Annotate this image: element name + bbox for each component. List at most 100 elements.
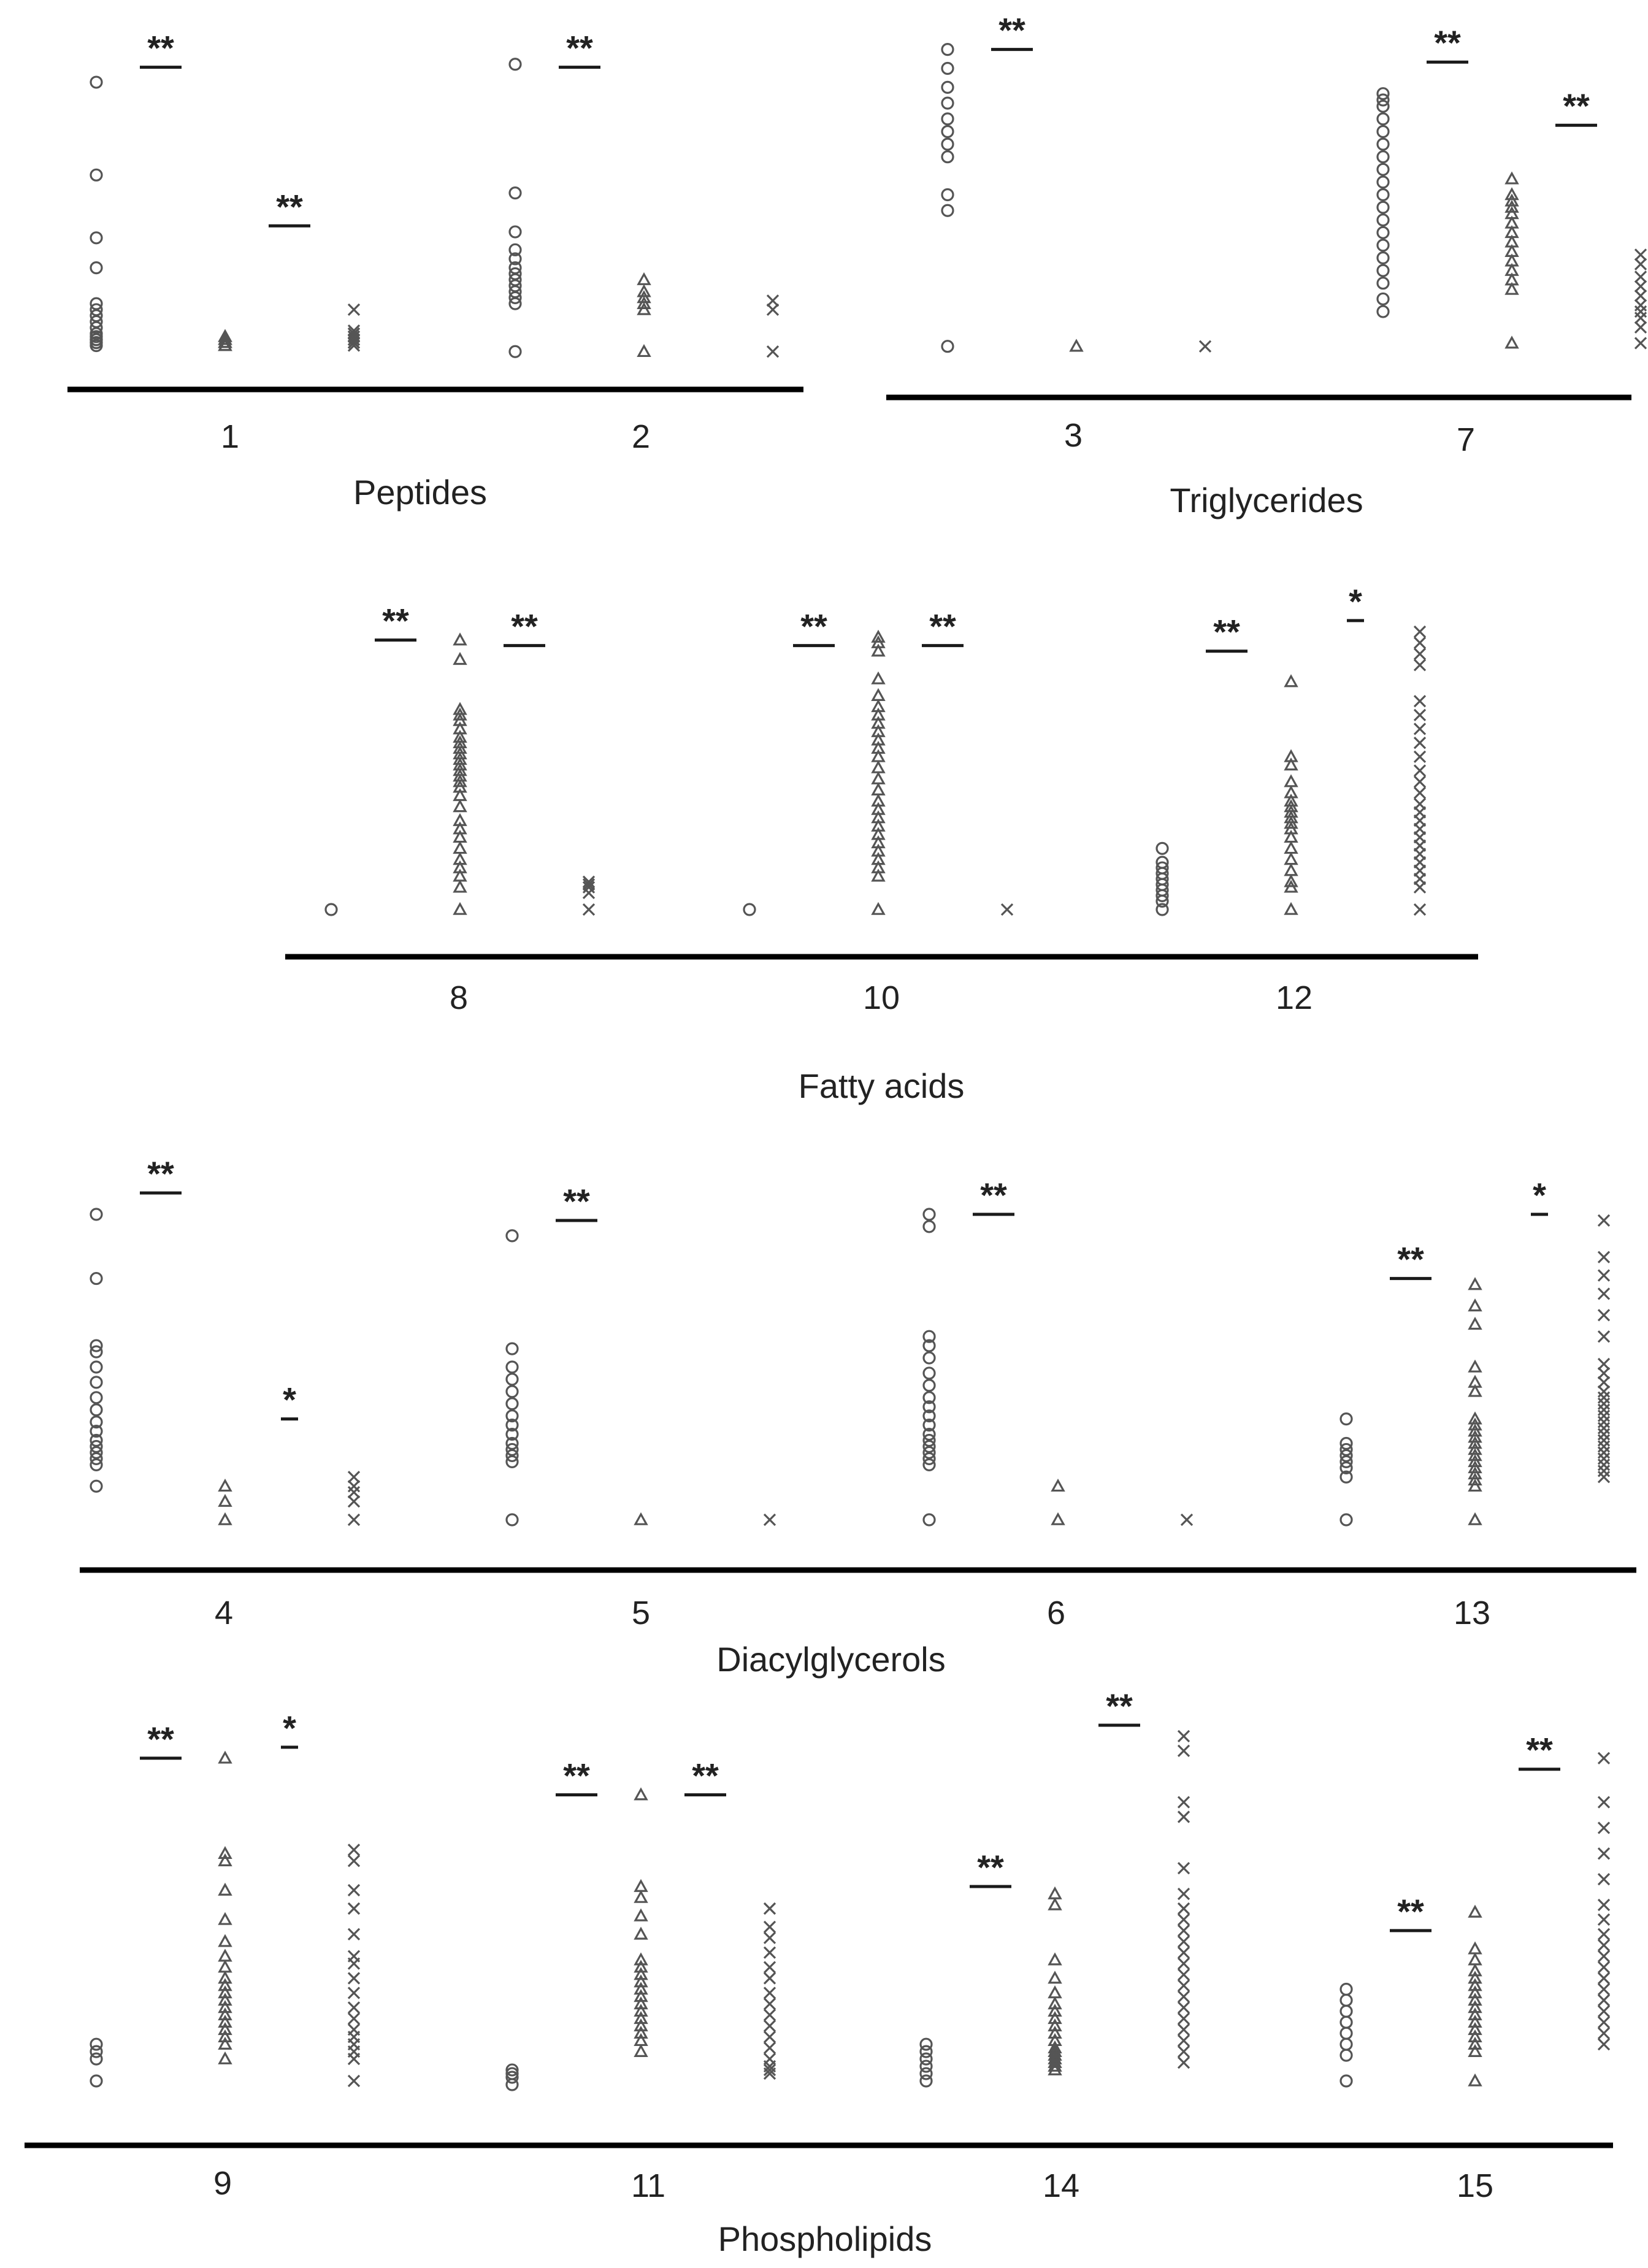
circle-point bbox=[90, 1424, 103, 1438]
triangle-point bbox=[871, 810, 886, 824]
circle-point bbox=[505, 1229, 519, 1243]
cross-point bbox=[347, 2001, 361, 2014]
significance-label: ** bbox=[147, 1720, 174, 1758]
category-label-12: 12 bbox=[1276, 979, 1313, 1016]
cross-point bbox=[1413, 722, 1427, 735]
significance-label: ** bbox=[566, 29, 593, 67]
cross-point bbox=[763, 2031, 776, 2044]
cross-point bbox=[1597, 1465, 1611, 1477]
circle-point bbox=[1376, 175, 1390, 189]
cross-point bbox=[763, 2009, 776, 2021]
cross-point bbox=[347, 1855, 361, 1868]
cross-point bbox=[347, 1972, 361, 1985]
circle-point bbox=[1376, 201, 1390, 214]
circle-point bbox=[941, 80, 954, 94]
cross-point bbox=[1597, 1214, 1611, 1227]
cross-point bbox=[1177, 1810, 1190, 1823]
circle-point bbox=[505, 1397, 519, 1411]
circle-point bbox=[922, 1439, 936, 1454]
triangle-point bbox=[453, 652, 467, 665]
circle-point bbox=[941, 204, 954, 217]
triangle-point bbox=[1504, 193, 1519, 207]
cross-point bbox=[1597, 1403, 1611, 1416]
circle-point bbox=[90, 1403, 103, 1417]
circle-point bbox=[1376, 188, 1390, 202]
cross-point bbox=[766, 303, 780, 316]
triangle-point bbox=[1284, 749, 1298, 762]
circle-point bbox=[1376, 163, 1390, 176]
triangle-point bbox=[1468, 1978, 1482, 1991]
cross-point bbox=[1597, 1251, 1611, 1263]
significance-label: ** bbox=[1213, 613, 1240, 651]
triangle-point bbox=[634, 1974, 648, 1988]
triangle-point bbox=[1468, 1454, 1482, 1468]
triangle-point bbox=[871, 724, 886, 737]
category-label-11: 11 bbox=[631, 2167, 665, 2204]
circle-point bbox=[1339, 2015, 1353, 2029]
triangle-point bbox=[871, 902, 886, 915]
circle-point bbox=[941, 112, 954, 126]
circle-point bbox=[90, 75, 103, 89]
triangle-point bbox=[1069, 339, 1084, 352]
triangle-point bbox=[1468, 1472, 1482, 1486]
cross-point bbox=[347, 2012, 361, 2025]
cross-point bbox=[1597, 1796, 1611, 1809]
cross-point bbox=[347, 1902, 361, 1915]
circle-point bbox=[922, 1220, 936, 1233]
circle-point bbox=[505, 1409, 519, 1423]
triangle-point bbox=[1284, 774, 1298, 787]
circle-point bbox=[90, 1345, 103, 1358]
triangle-point bbox=[218, 1912, 232, 1925]
triangle-point bbox=[453, 860, 467, 873]
triangle-point bbox=[453, 721, 467, 735]
triangle-point bbox=[871, 868, 886, 882]
cross-point bbox=[347, 1486, 361, 1499]
triangle-point bbox=[1504, 206, 1519, 220]
triangle-point bbox=[1468, 1971, 1482, 1984]
triangle-point bbox=[1284, 785, 1298, 799]
triangle-point bbox=[634, 2032, 648, 2047]
circle-point bbox=[1376, 226, 1390, 239]
cross-point bbox=[1634, 321, 1647, 334]
circle-point bbox=[505, 1436, 519, 1450]
cross-point bbox=[1597, 1972, 1611, 1985]
cross-point bbox=[347, 2074, 361, 2088]
triangle-point bbox=[453, 868, 467, 882]
category-label-9: 9 bbox=[213, 2165, 232, 2202]
triglycerides-panel: 3 7 Triglycerides ** ** ** bbox=[886, 11, 1647, 519]
category-label-8: 8 bbox=[450, 979, 468, 1016]
triangle-point bbox=[1468, 1277, 1482, 1290]
cross-point bbox=[763, 2020, 776, 2032]
triangle-point bbox=[1048, 2004, 1062, 2017]
triangle-point bbox=[634, 2004, 648, 2017]
triangle-point bbox=[1468, 1359, 1482, 1373]
cross-point bbox=[1413, 695, 1427, 708]
cross-point bbox=[1634, 280, 1647, 293]
circle-point bbox=[1156, 856, 1169, 869]
triangle-point bbox=[218, 1985, 232, 1999]
cross-point bbox=[347, 1950, 361, 1963]
triangle-point bbox=[218, 2015, 232, 2028]
triangle-point bbox=[871, 771, 886, 784]
triangle-point bbox=[871, 707, 886, 721]
circle-point bbox=[1339, 1993, 1353, 2007]
cross-point bbox=[1634, 312, 1647, 324]
triangle-point bbox=[871, 782, 886, 796]
triangle-point bbox=[1048, 1996, 1062, 2010]
cross-point bbox=[1597, 1416, 1611, 1428]
triangle-point bbox=[1504, 282, 1519, 295]
triangle-point bbox=[1468, 1436, 1482, 1449]
triangle-point bbox=[1048, 1952, 1062, 1966]
circle-point bbox=[1376, 150, 1390, 164]
circle-point bbox=[941, 188, 954, 202]
triangle-point bbox=[218, 338, 232, 351]
cross-point bbox=[347, 1986, 361, 1999]
triangle-point bbox=[1051, 1512, 1065, 1525]
triangle-point bbox=[218, 1993, 232, 2006]
circle-point bbox=[90, 168, 103, 182]
circle-point bbox=[922, 1391, 936, 1404]
triangle-point bbox=[1468, 1316, 1482, 1330]
cross-point bbox=[1177, 1990, 1190, 2003]
panel-title-diacylglycerols: Diacylglycerols bbox=[716, 1640, 945, 1679]
